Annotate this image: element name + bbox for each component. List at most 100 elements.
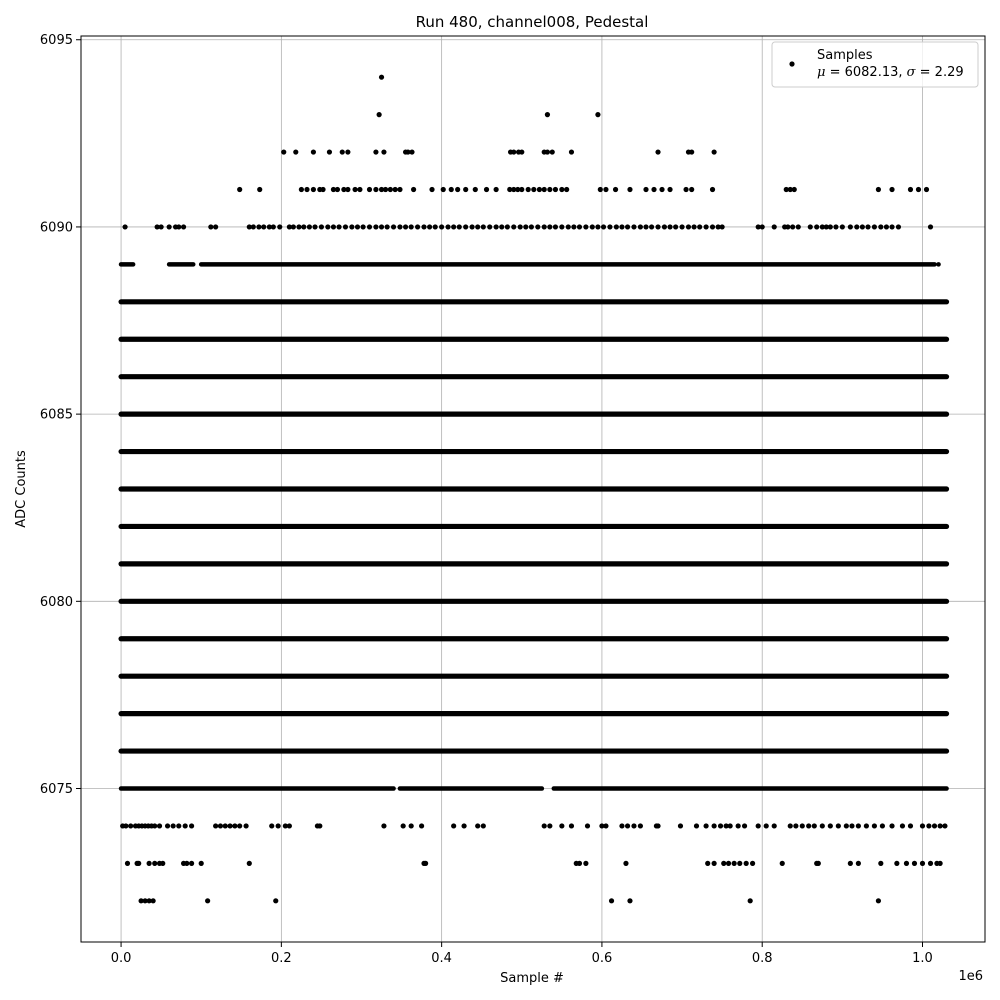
sample-point <box>547 224 553 230</box>
x-tick-label: 0.4 <box>431 951 452 966</box>
sample-point <box>859 224 865 230</box>
sample-point <box>325 224 331 230</box>
sample-point <box>854 224 860 230</box>
legend-sigma-symbol: σ <box>907 65 917 80</box>
sample-point <box>755 224 761 230</box>
sample-point <box>691 224 697 230</box>
sample-point <box>306 224 313 230</box>
sample-point <box>246 860 252 866</box>
sample-point <box>709 224 716 230</box>
sample-point <box>421 224 427 230</box>
sample-point <box>493 186 499 193</box>
sample-point <box>511 149 517 155</box>
sample-point <box>697 224 703 230</box>
sample-point <box>937 823 943 829</box>
sample-point <box>667 224 673 230</box>
sample-point <box>855 860 861 866</box>
sample-point <box>795 224 801 230</box>
sample-point <box>339 149 345 155</box>
x-tick-label: 1.0 <box>912 951 933 966</box>
sample-point <box>689 186 695 193</box>
sample-point <box>667 186 673 193</box>
plot-frame <box>80 35 986 943</box>
sample-point <box>631 823 637 829</box>
sample-point <box>517 224 523 230</box>
sample-point <box>266 224 272 230</box>
sample-point <box>341 186 347 193</box>
sample-point <box>123 823 129 829</box>
sample-point <box>703 224 709 230</box>
sample-point <box>205 898 211 904</box>
sample-point <box>871 224 878 230</box>
sample-point <box>793 823 799 829</box>
sample-point <box>531 186 537 193</box>
sample-point <box>261 224 267 230</box>
sample-point <box>709 186 716 193</box>
sample-point <box>286 823 292 829</box>
sample-point <box>184 860 190 866</box>
sample-point <box>301 224 307 230</box>
sample-point <box>549 149 555 155</box>
sample-point <box>409 149 415 155</box>
sample-point <box>541 224 547 230</box>
sample-point <box>819 823 825 829</box>
sample-point <box>711 860 717 866</box>
sample-point <box>387 186 393 193</box>
sample-point <box>176 823 182 829</box>
sample-point <box>373 224 379 230</box>
sample-point <box>624 823 631 829</box>
chart-title: Run 480, channel008, Pedestal <box>416 13 649 31</box>
sample-point <box>246 224 252 230</box>
sample-point <box>519 149 525 155</box>
sample-point <box>445 224 451 230</box>
sample-point <box>847 860 853 866</box>
sample-point <box>381 149 387 155</box>
sample-point <box>483 186 490 193</box>
sample-point <box>711 823 717 829</box>
sample-point <box>787 823 793 829</box>
sample-point <box>597 186 603 193</box>
legend-stats-label: μ = 6082.13, σ = 2.29 <box>817 65 964 80</box>
sample-point <box>472 186 478 193</box>
sample-point <box>637 224 643 230</box>
sample-point <box>649 224 655 230</box>
y-tick-label: 6090 <box>40 220 73 235</box>
sample-point <box>352 186 358 193</box>
sample-point <box>544 149 551 155</box>
sample-point <box>915 186 922 193</box>
x-tick-label: 0.0 <box>111 951 132 966</box>
sample-point <box>146 898 152 904</box>
sample-point <box>336 224 342 230</box>
legend-box <box>771 41 979 88</box>
sample-point <box>511 224 517 230</box>
sample-point <box>158 224 164 230</box>
sample-point <box>725 860 732 866</box>
sample-point <box>330 186 337 193</box>
sample-point <box>815 860 821 866</box>
sample-point <box>402 224 409 230</box>
sample-point <box>576 860 583 866</box>
sample-point <box>703 823 709 829</box>
sample-point <box>423 860 429 866</box>
sample-point <box>559 823 565 829</box>
sample-point <box>552 224 559 230</box>
sample-point <box>124 860 131 866</box>
sample-point <box>376 112 382 118</box>
sample-point <box>727 823 733 829</box>
sample-point <box>833 224 839 230</box>
sample-point <box>310 149 317 155</box>
sample-point <box>855 823 861 829</box>
sample-point <box>827 224 833 230</box>
sample-point <box>480 823 486 829</box>
sample-point <box>835 823 841 829</box>
sample-point <box>213 823 219 829</box>
sample-point <box>717 823 724 829</box>
sample-point <box>865 224 871 230</box>
sample-point <box>357 186 363 193</box>
sample-point <box>693 823 700 829</box>
sample-point <box>565 224 571 230</box>
sample-point <box>889 224 895 230</box>
sample-point <box>469 224 475 230</box>
sample-point <box>937 860 943 866</box>
